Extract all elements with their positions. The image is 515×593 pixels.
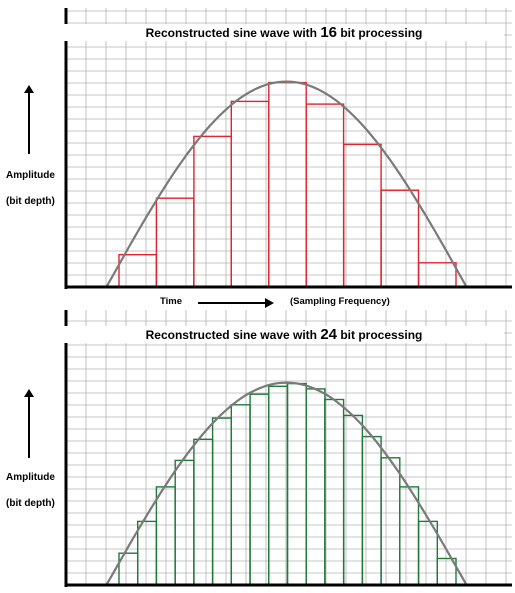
amplitude-arrow-bottom bbox=[24, 389, 34, 458]
step-bar bbox=[136, 520, 158, 586]
step-bars bbox=[118, 81, 457, 288]
grid bbox=[66, 8, 512, 287]
step-bar bbox=[343, 143, 382, 288]
amplitude-label-bottom: Amplitude bbox=[6, 472, 55, 483]
time-label: Time bbox=[160, 296, 183, 307]
time-axis-row: Time (Sampling Frequency) bbox=[0, 294, 515, 310]
step-bar bbox=[230, 100, 270, 288]
step-bar bbox=[174, 459, 195, 586]
step-bar bbox=[155, 197, 195, 288]
step-bar bbox=[286, 382, 307, 586]
step-bar bbox=[399, 486, 420, 586]
bits-value-16: 16 bbox=[320, 24, 338, 41]
chart-24bit bbox=[64, 310, 512, 587]
step-bar bbox=[268, 385, 289, 586]
sine-curve bbox=[106, 80, 467, 287]
step-bar bbox=[361, 435, 382, 586]
bits-value-24: 24 bbox=[320, 326, 338, 343]
sampling-frequency-label: (Sampling Frequency) bbox=[290, 296, 390, 307]
panel-24bit: Reconstructed sine wave with 24 bit proc… bbox=[64, 310, 512, 588]
grid bbox=[66, 310, 512, 585]
time-arrow bbox=[198, 298, 274, 308]
step-bar bbox=[324, 398, 345, 586]
step-bar bbox=[230, 404, 251, 586]
amplitude-label-top: Amplitude bbox=[6, 170, 55, 181]
amplitude-arrow-top bbox=[24, 85, 34, 154]
sine-curve bbox=[106, 381, 467, 585]
step-bar bbox=[118, 253, 158, 288]
panel-16bit: Reconstructed sine wave with 16 bit proc… bbox=[64, 8, 512, 290]
step-bar bbox=[193, 438, 214, 586]
step-bar bbox=[268, 81, 307, 288]
step-bar bbox=[211, 417, 233, 586]
step-bars bbox=[118, 382, 457, 586]
title-16bit: Reconstructed sine wave with 16 bit proc… bbox=[64, 24, 504, 41]
title-24bit: Reconstructed sine wave with 24 bit proc… bbox=[64, 326, 504, 343]
bit-depth-label-bottom: (bit depth) bbox=[6, 498, 55, 509]
bit-depth-label-top: (bit depth) bbox=[6, 196, 55, 207]
step-bar bbox=[305, 388, 326, 586]
step-bar bbox=[305, 103, 345, 288]
chart-16bit bbox=[64, 8, 512, 289]
